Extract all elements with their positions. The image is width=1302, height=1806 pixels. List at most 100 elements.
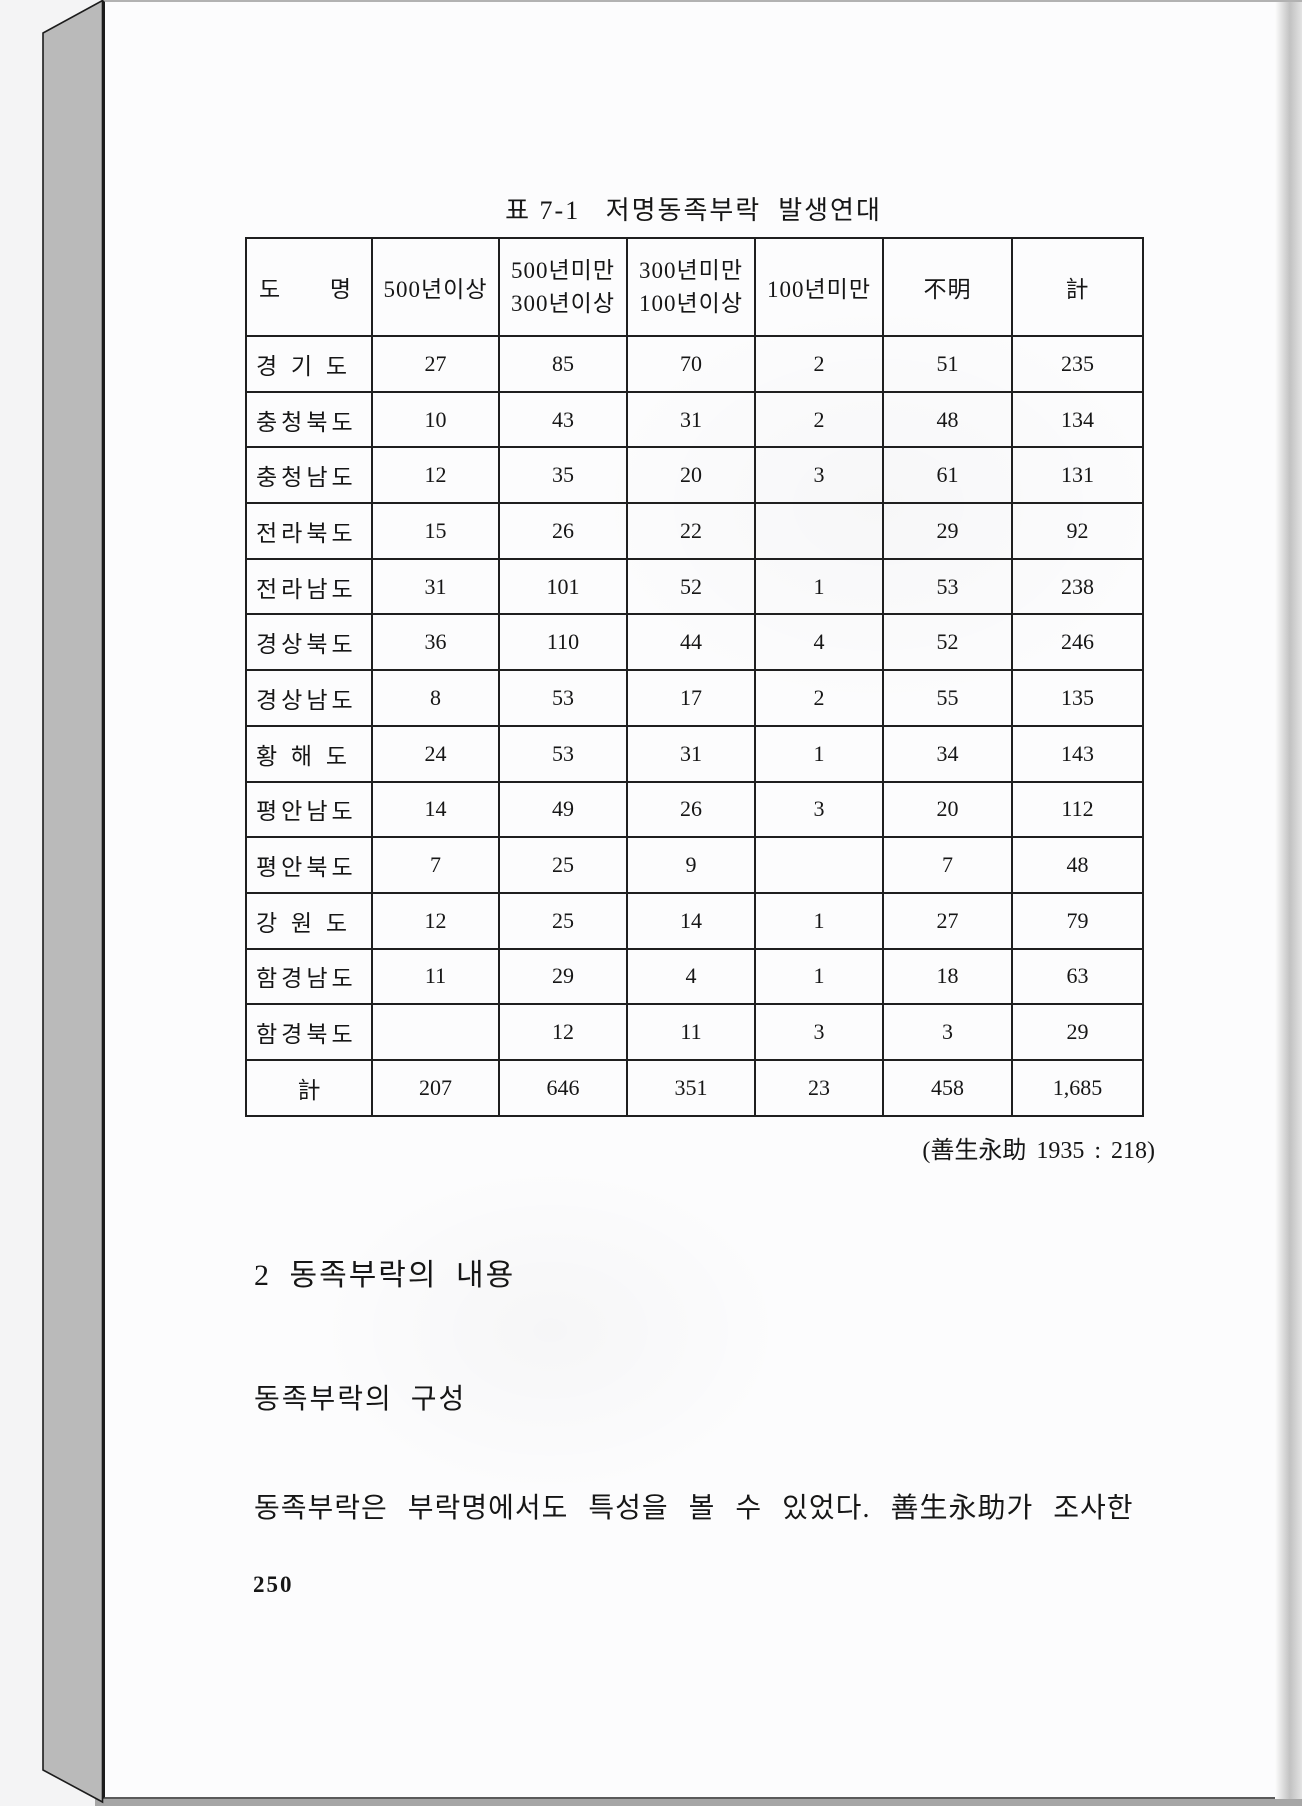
province-name-cell: 함경남도 <box>245 947 373 1006</box>
province-name-cell: 황 해 도 <box>245 724 373 783</box>
value-cell: 12 <box>498 1003 628 1061</box>
province-name-cell: 평안남도 <box>245 780 373 839</box>
value-cell: 29 <box>498 947 628 1006</box>
value-cell: 110 <box>498 613 628 672</box>
table-row: 함경남도 11 29 4 1 18 63 <box>245 947 1144 1006</box>
value-cell: 23 <box>754 1058 884 1117</box>
value-cell <box>754 502 884 560</box>
value-cell: 12 <box>371 446 500 505</box>
value-cell: 12 <box>371 891 500 950</box>
clan-village-table: 도 명 500년이상 500년미만 300년이상 <box>245 237 1144 1117</box>
value-cell: 2 <box>754 669 884 727</box>
value-cell: 34 <box>882 724 1013 783</box>
province-name-cell: 충청북도 <box>245 390 373 449</box>
table-row: 경 기 도 27 85 70 2 51 235 <box>245 335 1144 393</box>
value-cell: 7 <box>371 836 500 894</box>
value-cell: 351 <box>626 1058 756 1117</box>
page-number: 250 <box>253 1572 294 1597</box>
value-cell: 25 <box>498 891 628 950</box>
value-cell: 11 <box>626 1003 756 1061</box>
value-cell: 101 <box>498 557 628 616</box>
value-cell: 17 <box>626 669 756 727</box>
value-cell: 2 <box>754 335 884 393</box>
value-cell: 3 <box>754 1003 884 1061</box>
value-cell: 29 <box>1011 1003 1144 1061</box>
table-row: 충청북도 10 43 31 2 48 134 <box>245 390 1144 449</box>
value-cell: 1 <box>754 891 884 950</box>
value-cell <box>754 836 884 894</box>
value-cell: 7 <box>882 836 1013 894</box>
header-col-total: 計 <box>1011 237 1144 337</box>
value-cell: 1 <box>754 947 884 1006</box>
value-cell: 48 <box>882 390 1013 449</box>
table-row: 전라북도 15 26 22 29 92 <box>245 502 1144 560</box>
value-cell: 3 <box>754 780 884 839</box>
value-cell: 79 <box>1011 891 1144 950</box>
value-cell: 1 <box>754 557 884 616</box>
table-body: 경 기 도 27 85 70 2 51 235 충청북도 10 43 31 2 48 134 충청남도 12 3… <box>245 335 1144 1117</box>
province-name-cell: 충청남도 <box>245 446 373 505</box>
value-cell: 207 <box>371 1058 500 1117</box>
body-paragraph: 동족부락은 부락명에서도 특성을 볼 수 있었다. 善生永助가 조사한 <box>254 1493 1134 1524</box>
value-cell: 25 <box>498 836 628 894</box>
value-cell: 51 <box>882 335 1013 393</box>
value-cell: 61 <box>882 446 1013 505</box>
header-col-over500: 500년이상 <box>371 237 500 337</box>
value-cell: 35 <box>498 446 628 505</box>
header-province-right: 명 <box>329 277 351 302</box>
header-col-300to100: 300년미만 100년이상 <box>626 237 756 337</box>
header-province-left: 도 <box>259 277 281 302</box>
province-name-cell: 전라북도 <box>245 502 373 560</box>
value-cell: 18 <box>882 947 1013 1006</box>
table-total-row: 計 207 646 351 23 458 1,685 <box>245 1058 1144 1117</box>
value-cell: 3 <box>754 446 884 505</box>
page-bottom-edge <box>95 1799 1302 1806</box>
province-name-cell: 경 기 도 <box>245 335 373 393</box>
value-cell: 646 <box>498 1058 628 1117</box>
value-cell: 70 <box>626 335 756 393</box>
province-name-cell: 경상북도 <box>245 613 373 672</box>
table-row: 충청남도 12 35 20 3 61 131 <box>245 446 1144 505</box>
province-name-cell: 경상남도 <box>245 669 373 727</box>
value-cell: 20 <box>882 780 1013 839</box>
value-cell: 31 <box>371 557 500 616</box>
value-cell: 134 <box>1011 390 1144 449</box>
section-heading: 2 동족부락의 내용 <box>254 1259 516 1292</box>
value-cell: 43 <box>498 390 628 449</box>
value-cell: 31 <box>626 724 756 783</box>
header-col-under100: 100년미만 <box>754 237 884 337</box>
value-cell: 238 <box>1011 557 1144 616</box>
value-cell: 3 <box>882 1003 1013 1061</box>
value-cell: 53 <box>498 724 628 783</box>
table-header: 도 명 500년이상 500년미만 300년이상 <box>245 237 1144 337</box>
table-row: 평안남도 14 49 26 3 20 112 <box>245 780 1144 839</box>
value-cell: 112 <box>1011 780 1144 839</box>
value-cell: 27 <box>882 891 1013 950</box>
value-cell: 26 <box>626 780 756 839</box>
value-cell: 135 <box>1011 669 1144 727</box>
province-name-cell: 計 <box>245 1058 373 1117</box>
value-cell: 31 <box>626 390 756 449</box>
table-row: 황 해 도 24 53 31 1 34 143 <box>245 724 1144 783</box>
value-cell: 85 <box>498 335 628 393</box>
value-cell: 1 <box>754 724 884 783</box>
value-cell: 143 <box>1011 724 1144 783</box>
value-cell: 44 <box>626 613 756 672</box>
value-cell: 53 <box>882 557 1013 616</box>
province-name-cell: 강 원 도 <box>245 891 373 950</box>
value-cell: 14 <box>371 780 500 839</box>
value-cell: 14 <box>626 891 756 950</box>
province-name-cell: 함경북도 <box>245 1003 373 1061</box>
value-cell: 22 <box>626 502 756 560</box>
value-cell: 52 <box>882 613 1013 672</box>
value-cell: 4 <box>754 613 884 672</box>
value-cell: 235 <box>1011 335 1144 393</box>
value-cell: 29 <box>882 502 1013 560</box>
header-row: 도 명 500년이상 500년미만 300년이상 <box>245 237 1144 337</box>
value-cell: 20 <box>626 446 756 505</box>
value-cell: 11 <box>371 947 500 1006</box>
value-cell: 48 <box>1011 836 1144 894</box>
value-cell <box>371 1003 500 1061</box>
